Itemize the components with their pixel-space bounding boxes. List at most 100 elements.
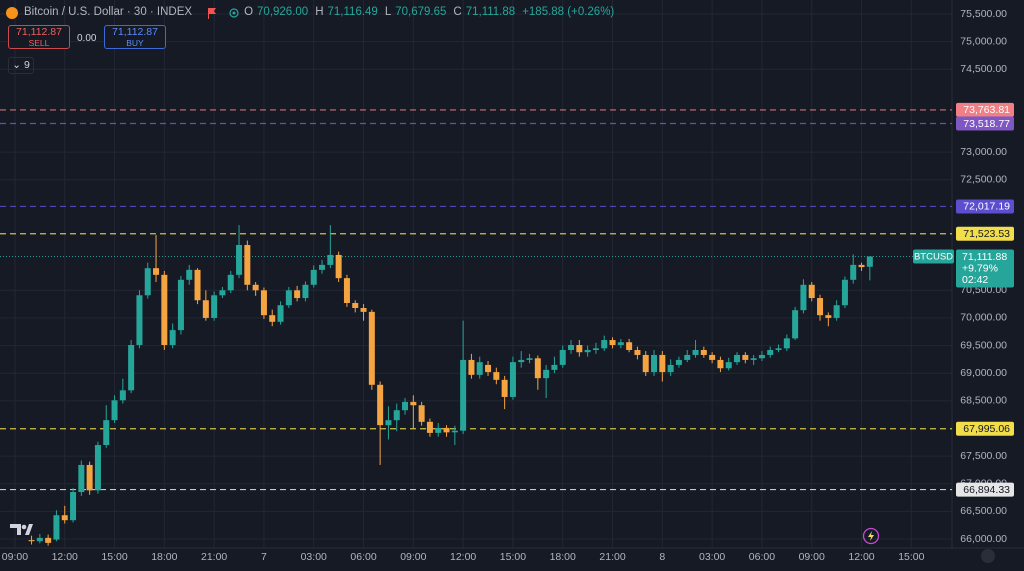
symbol-label: BTCUSD — [914, 252, 953, 263]
flag-icon[interactable] — [208, 8, 216, 19]
x-tick-label: 03:00 — [699, 551, 725, 563]
candle-body — [70, 492, 77, 521]
candle-body — [451, 430, 458, 433]
candle-body — [841, 279, 848, 306]
x-tick-label: 7 — [261, 551, 267, 563]
candle-body — [709, 354, 716, 360]
eye-icon[interactable] — [229, 8, 239, 18]
candle-body — [285, 290, 292, 306]
candle-body — [227, 274, 234, 291]
candle-body — [775, 348, 782, 350]
y-tick-label: 75,000.00 — [960, 35, 1007, 47]
candle-body — [319, 264, 326, 270]
ohlc-value: 71,116.49 — [327, 6, 378, 18]
candle-body — [103, 420, 110, 446]
candle-body — [617, 342, 624, 346]
sell-label: SELL — [28, 38, 50, 48]
candle-body — [734, 354, 741, 363]
symbol-title: Bitcoin / U.S. Dollar · 30 · INDEX — [24, 6, 193, 18]
indicator-count: 9 — [23, 59, 30, 71]
candle-body — [211, 295, 218, 318]
candle-body — [260, 290, 267, 316]
candle-body — [402, 401, 409, 411]
price-line-label-bg — [956, 116, 1014, 131]
buy-label: BUY — [126, 38, 144, 48]
candle-body — [368, 311, 375, 385]
candle-body — [543, 369, 550, 379]
candle-body — [534, 358, 541, 379]
candle-body — [858, 264, 865, 268]
sell-button[interactable]: 71,112.87 SELL — [8, 25, 70, 49]
candle-body — [742, 354, 749, 360]
price-line-label-bg — [956, 102, 1014, 117]
candle-body — [725, 362, 732, 369]
candle-body — [161, 274, 168, 346]
candle-body — [45, 537, 52, 543]
candle-body — [136, 295, 143, 346]
candle-body — [817, 298, 824, 316]
y-tick-label: 69,500.00 — [960, 339, 1007, 351]
lightning-icon[interactable] — [862, 527, 880, 545]
candle-body — [651, 354, 658, 373]
auto-scale-button[interactable] — [981, 549, 995, 563]
candle-body — [111, 400, 118, 421]
candle-body — [153, 268, 160, 275]
candle-body — [385, 420, 392, 426]
price-line-label: 67,995.06 — [963, 423, 1010, 435]
candle-body — [526, 358, 533, 360]
ohlc-key: L — [384, 6, 392, 18]
candle-body — [568, 345, 575, 350]
candle-body — [252, 284, 259, 291]
y-tick-label: 73,000.00 — [960, 146, 1007, 158]
x-tick-label: 12:00 — [52, 551, 78, 563]
candle-body — [360, 307, 367, 312]
x-tick-label: 06:00 — [749, 551, 775, 563]
candle-body — [559, 349, 566, 365]
x-tick-label: 21:00 — [201, 551, 227, 563]
candle-body — [592, 348, 599, 350]
price-line-label-bg — [956, 199, 1014, 214]
bitcoin-icon — [6, 7, 18, 19]
candle-body — [269, 315, 276, 322]
candle-body — [186, 269, 193, 280]
candle-body — [28, 540, 35, 542]
y-tick-label: 66,500.00 — [960, 505, 1007, 517]
buy-button[interactable]: 71,112.87 BUY — [104, 25, 166, 49]
y-tick-label: 74,500.00 — [960, 63, 1007, 75]
candle-body — [53, 515, 60, 540]
candle-body — [792, 310, 799, 339]
x-tick-label: 12:00 — [848, 551, 874, 563]
candle-body — [659, 354, 666, 373]
candle-body — [61, 515, 68, 521]
price-line-label-bg — [956, 421, 1014, 436]
candle-body — [36, 537, 43, 542]
x-tick-label: 06:00 — [350, 551, 376, 563]
candle-body — [576, 345, 583, 353]
candle-body — [692, 349, 699, 355]
candles — [28, 225, 873, 546]
y-tick-label: 67,500.00 — [960, 450, 1007, 462]
y-tick-label: 72,500.00 — [960, 174, 1007, 186]
candle-body — [642, 354, 649, 373]
x-tick-label: 03:00 — [301, 551, 327, 563]
price-line-label-bg — [956, 226, 1014, 241]
candle-body — [626, 342, 633, 350]
candle-body — [244, 244, 251, 285]
candle-body — [377, 384, 384, 426]
change: +185.88 (+0.26%) — [522, 6, 615, 18]
candle-body — [302, 284, 309, 299]
indicators-toggle[interactable]: ⌄ 9 — [8, 57, 34, 74]
candle-body — [78, 464, 85, 493]
symbol-label-bg — [913, 249, 954, 264]
x-tick-label: 09:00 — [2, 551, 28, 563]
ohlc-value: 71,111.88 — [465, 6, 516, 18]
candle-body — [609, 340, 616, 346]
candle-body — [700, 349, 707, 355]
candle-body — [343, 278, 350, 304]
price-line-label: 73,518.77 — [963, 118, 1010, 130]
ohlc-key: H — [315, 6, 324, 18]
last-price-countdown: 02:42 — [962, 274, 988, 286]
candle-body — [219, 290, 226, 296]
y-tick-label: 66,000.00 — [960, 533, 1007, 545]
candle-body — [750, 358, 757, 360]
